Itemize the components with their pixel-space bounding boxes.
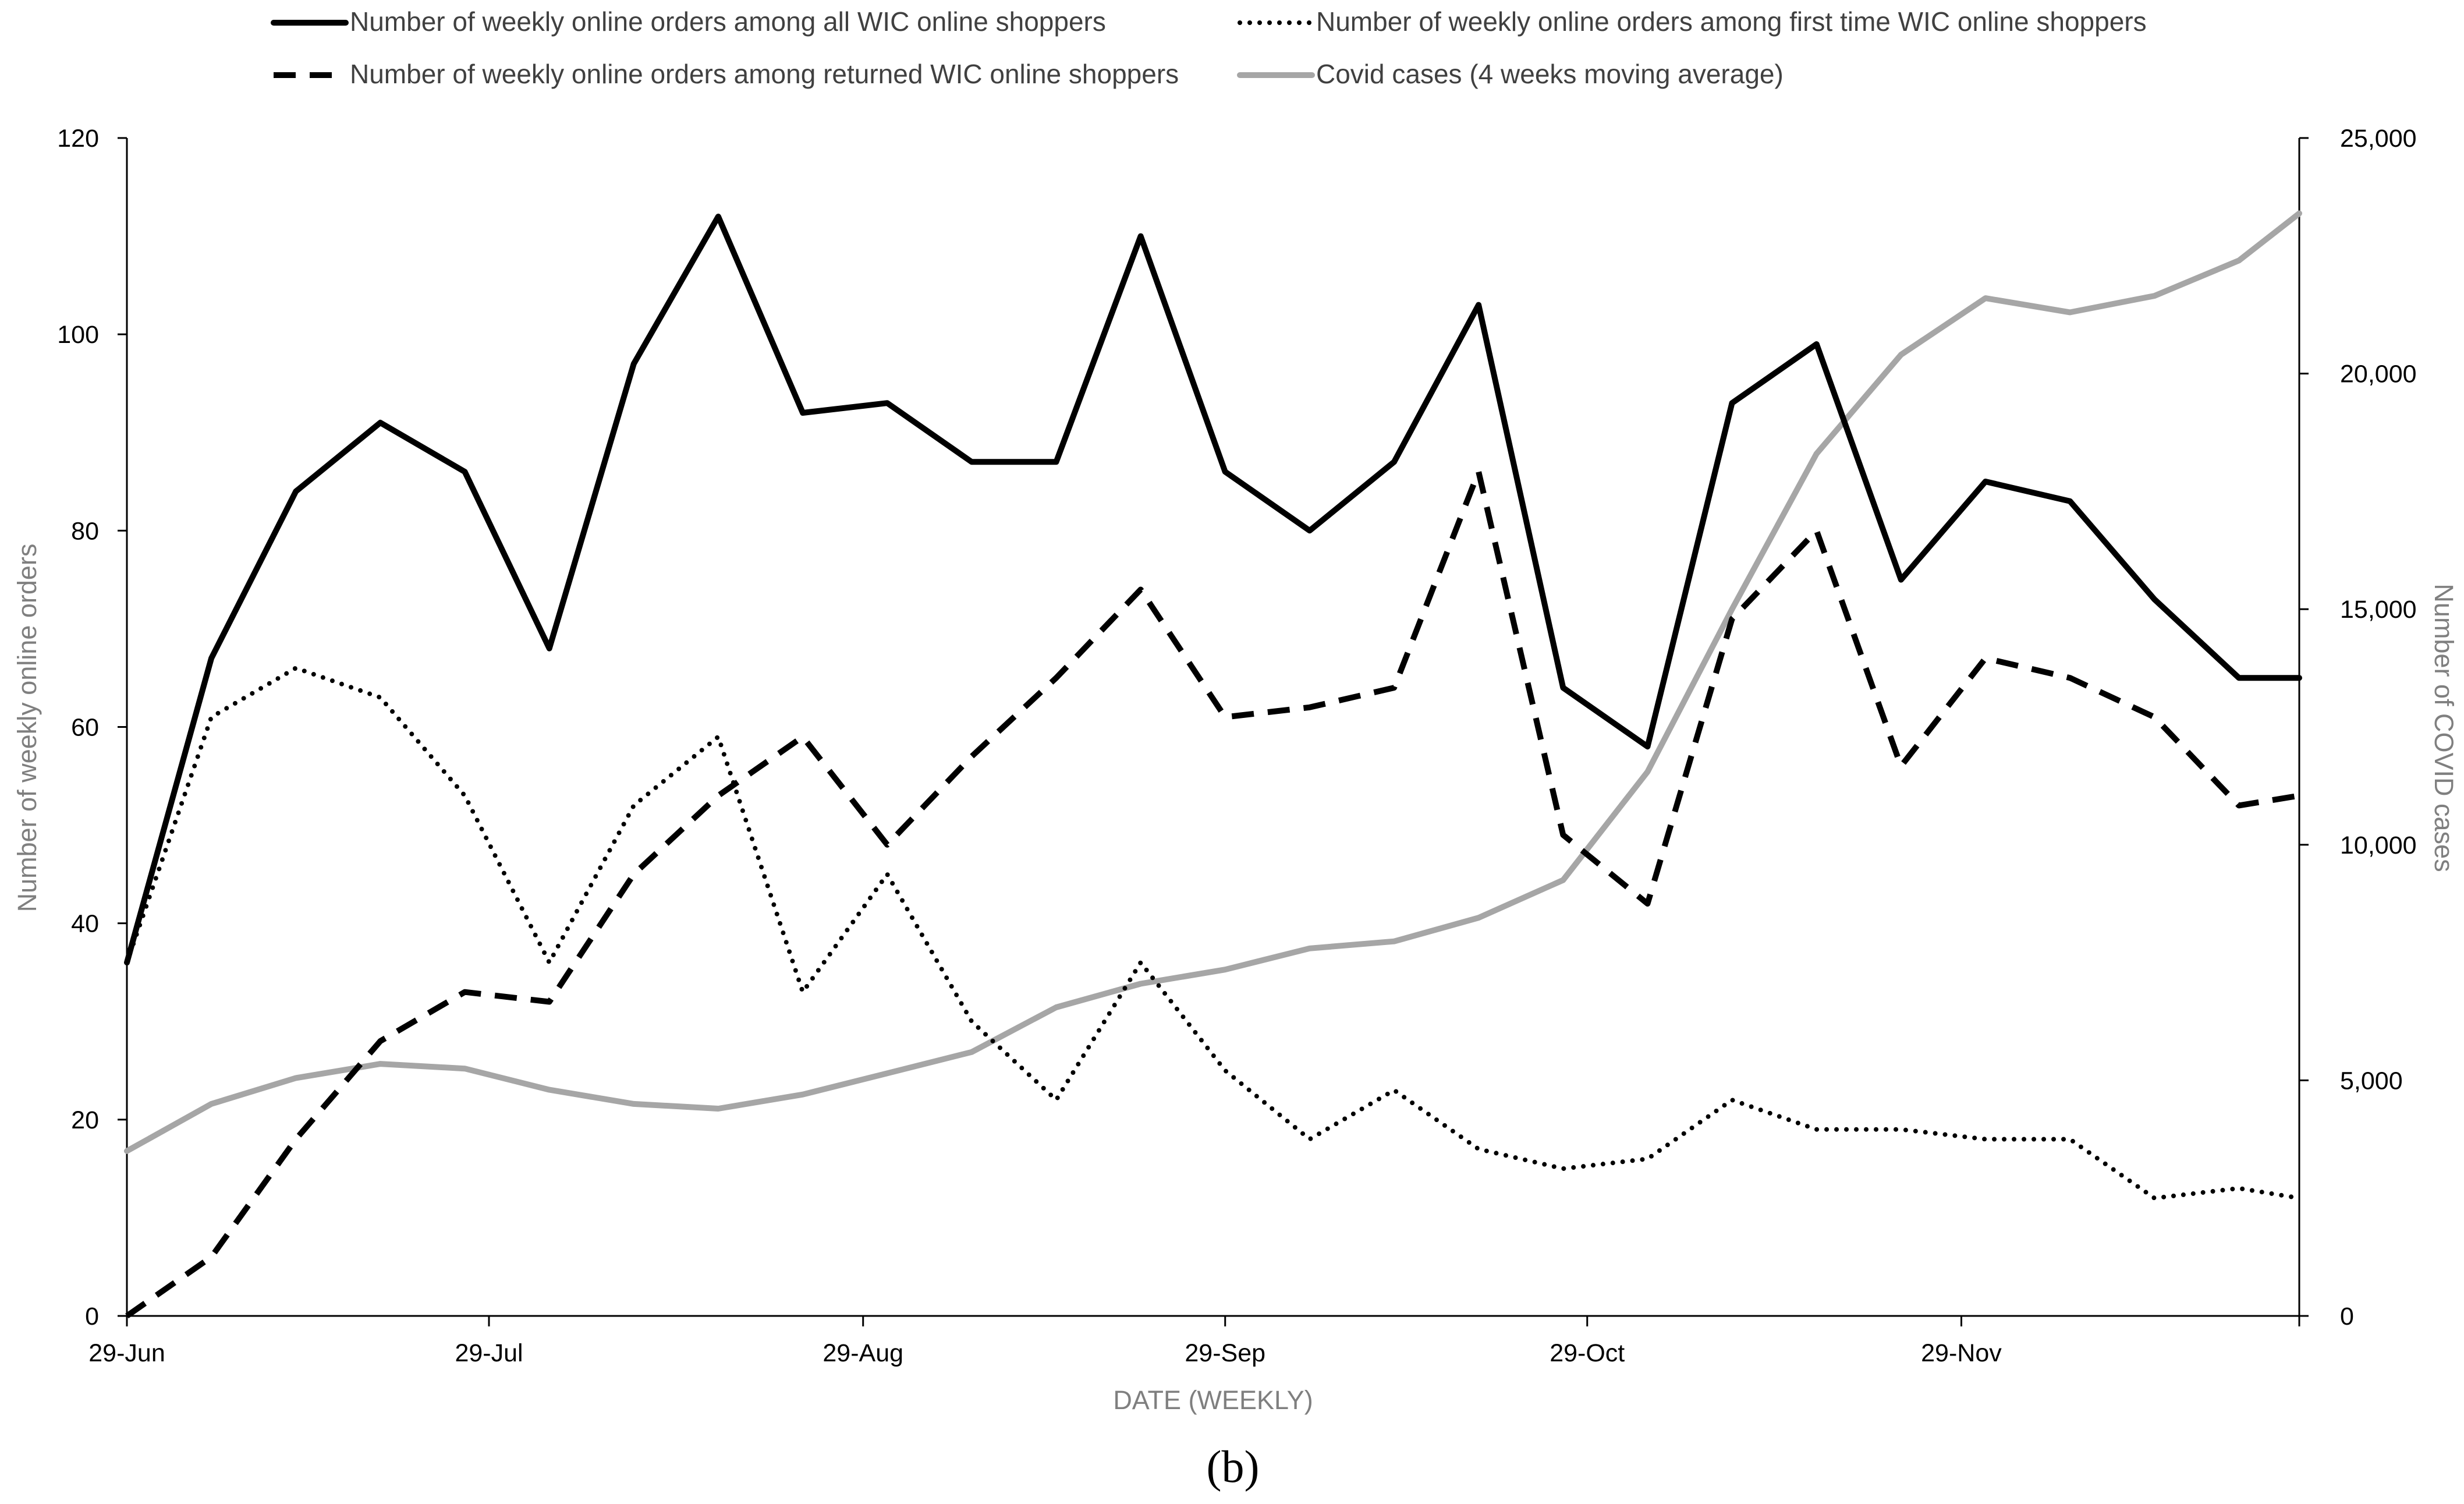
series-layer — [124, 210, 2302, 1319]
y2-tick-label: 20,000 — [2340, 360, 2417, 388]
y2-tick-label: 5,000 — [2340, 1067, 2403, 1095]
y-tick-label: 40 — [71, 910, 99, 938]
series-line-1 — [124, 213, 2302, 966]
y-axis-title: Number of weekly online orders — [12, 544, 42, 912]
figure-caption: (b) — [1207, 1441, 1260, 1492]
y2-tick-label: 0 — [2340, 1303, 2354, 1330]
legend-label-2: Number of weekly online orders among fir… — [1316, 6, 2147, 37]
series-line-3 — [125, 469, 2300, 1319]
y-tick-label: 120 — [57, 125, 99, 153]
axes: 0 20 40 60 80 100 120 0 5,000 10,000 15,000 20,000 2… — [57, 125, 2416, 1367]
y-tick-label: 0 — [85, 1303, 99, 1330]
y-tick-label: 60 — [71, 714, 99, 742]
y-tick-label: 100 — [57, 321, 99, 349]
legend-label-1: Number of weekly online orders among all… — [350, 6, 1106, 37]
x-tick-label: 29-Sep — [1185, 1339, 1265, 1367]
y2-tick-label: 25,000 — [2340, 125, 2417, 153]
series-line-4 — [124, 210, 2302, 1154]
x-axis-title: DATE (WEEKLY) — [1113, 1385, 1313, 1415]
y-tick-label: 80 — [71, 517, 99, 545]
legend: Number of weekly online orders among all… — [271, 6, 2147, 89]
y2-tick-label: 15,000 — [2340, 596, 2417, 624]
x-tick-label: 29-Aug — [822, 1339, 903, 1367]
legend-label-4: Covid cases (4 weeks moving average) — [1316, 59, 1784, 89]
x-tick-label: 29-Nov — [1921, 1339, 2002, 1367]
x-tick-label: 29-Jun — [88, 1339, 165, 1367]
legend-label-3: Number of weekly online orders among ret… — [350, 59, 1179, 89]
y2-axis-title: Number of COVID cases — [2429, 583, 2459, 872]
y2-tick-label: 10,000 — [2340, 831, 2417, 859]
x-tick-label: 29-Jul — [455, 1339, 523, 1367]
x-tick-label: 29-Oct — [1550, 1339, 1625, 1367]
series-line-2 — [125, 666, 2302, 1201]
y-tick-label: 20 — [71, 1106, 99, 1134]
